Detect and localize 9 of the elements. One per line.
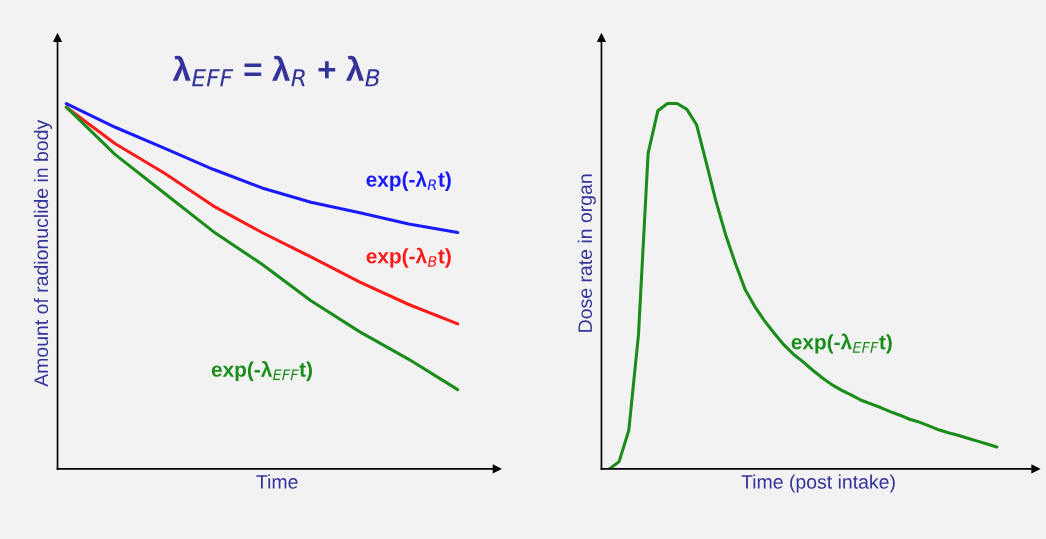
x-axis-title: Time (post intake) — [741, 474, 895, 493]
x-axis-title: Time — [256, 474, 298, 489]
series-label: exp(-λ$_{B}$t) — [366, 247, 451, 268]
y-axis-title: Dose rate in organ — [577, 174, 596, 332]
y-axis-title: Amount of radionuclide in body — [33, 119, 52, 387]
text: exp(-λ$_{EFF}$t) — [211, 361, 312, 381]
series-label: exp(-λ$_{EFF}$t) — [791, 333, 892, 354]
series-label: exp(-λ$_{R}$t) — [366, 171, 451, 191]
chart-title: λ$_{EFF}$ = λ$_{R}$ + λ$_{B}$ — [172, 55, 380, 87]
